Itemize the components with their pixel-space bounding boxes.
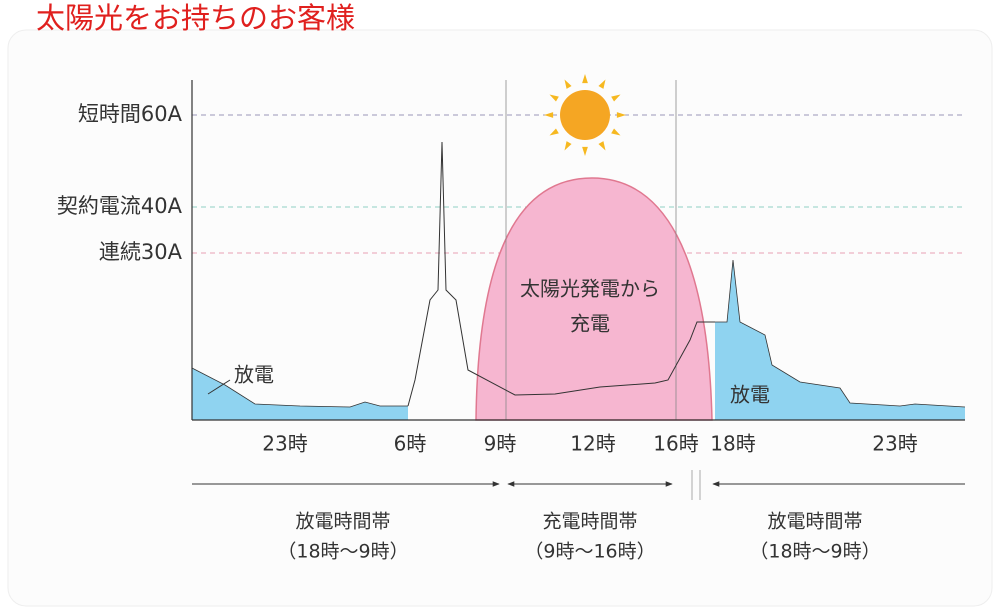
period-range: （9時～16時） xyxy=(524,541,655,563)
time-label: 6時 xyxy=(394,432,427,456)
period-name: 放電時間帯 xyxy=(767,511,862,533)
period-name: 放電時間帯 xyxy=(295,511,390,533)
level-label: 契約電流40A xyxy=(57,194,183,218)
sun-ray xyxy=(611,94,621,102)
sun-ray xyxy=(549,128,559,136)
sun-ray xyxy=(582,146,588,156)
annotation: 放電 xyxy=(234,363,274,387)
sun-ray xyxy=(544,112,554,118)
sun-ray xyxy=(564,79,572,89)
discharge-area xyxy=(715,260,965,420)
period-name: 充電時間帯 xyxy=(542,511,637,533)
annotation: 太陽光発電から xyxy=(520,277,660,301)
sun-ray xyxy=(564,141,572,151)
sun-ray xyxy=(598,79,606,89)
title: 太陽光をお持ちのお客様 xyxy=(36,1,355,35)
sun-icon xyxy=(544,74,626,156)
discharge-area xyxy=(192,368,408,420)
annotation: 放電 xyxy=(730,383,770,407)
sun-ray xyxy=(616,112,626,118)
time-label: 23時 xyxy=(872,432,917,456)
charge-area xyxy=(475,177,713,421)
time-label: 23時 xyxy=(262,432,307,456)
sun-ray xyxy=(582,74,588,84)
time-label: 9時 xyxy=(484,432,517,456)
sun-ray xyxy=(598,141,606,151)
annotation: 充電 xyxy=(570,312,610,336)
usage-line xyxy=(191,367,408,408)
usage-line xyxy=(407,141,715,407)
time-label: 16時 xyxy=(653,432,698,456)
sun-ray xyxy=(549,94,559,102)
period-range: （18時～9時） xyxy=(749,541,880,563)
time-label: 18時 xyxy=(710,432,755,456)
sun-ray xyxy=(611,128,621,136)
pointer xyxy=(207,379,231,395)
period-range: （18時～9時） xyxy=(277,541,408,563)
level-label: 短時間60A xyxy=(78,102,183,126)
level-label: 連続30A xyxy=(99,240,183,264)
time-label: 12時 xyxy=(570,432,615,456)
usage-line xyxy=(715,259,966,408)
